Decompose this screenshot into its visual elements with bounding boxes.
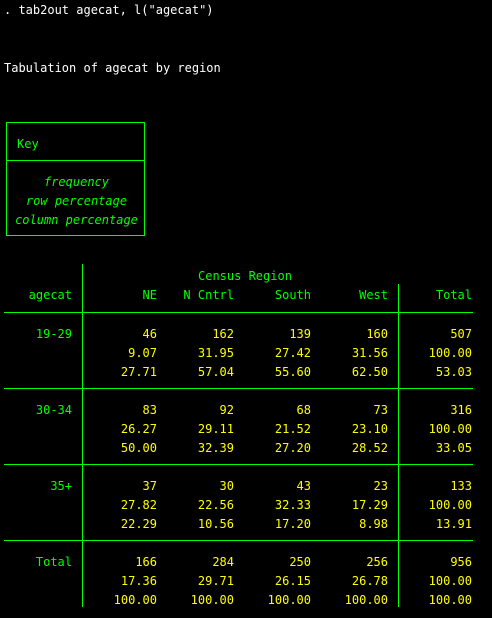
- table-cell: 32.39: [197, 441, 234, 455]
- row-variable-header: agecat: [28, 288, 72, 302]
- table-cell: 26.15: [274, 574, 311, 588]
- tabulation-heading: Tabulation of agecat by region: [4, 61, 221, 75]
- table-cell: 10.56: [197, 517, 234, 531]
- table-cell: 26.27: [120, 422, 157, 436]
- table-cell: 46: [142, 327, 157, 341]
- table-cell: 55.60: [274, 365, 311, 379]
- table-cell: 9.07: [128, 346, 157, 360]
- table-cell: 133: [450, 479, 472, 493]
- table-cell: 29.11: [197, 422, 234, 436]
- table-cell: 100.00: [113, 593, 157, 607]
- table-cell: 100.00: [428, 422, 472, 436]
- table-cell: 100.00: [428, 346, 472, 360]
- column-header-ne: NE: [142, 288, 157, 302]
- table-cell: 100.00: [190, 593, 234, 607]
- table-cell: 23: [373, 479, 388, 493]
- table-cell: 256: [366, 555, 388, 569]
- row-label: 30-34: [35, 403, 72, 417]
- key-divider: [7, 160, 144, 161]
- key-line-row-percentage: row percentage: [25, 194, 128, 208]
- table-cell: 21.52: [274, 422, 311, 436]
- column-header-south: South: [274, 288, 311, 302]
- total-column-divider: [398, 284, 399, 607]
- table-cell: 166: [135, 555, 157, 569]
- table-cell: 27.42: [274, 346, 311, 360]
- table-cell: 100.00: [428, 498, 472, 512]
- table-cell: 162: [212, 327, 234, 341]
- table-cell: 27.20: [274, 441, 311, 455]
- table-cell: 33.05: [435, 441, 472, 455]
- table-cell: 29.71: [197, 574, 234, 588]
- table-cell: 100.00: [267, 593, 311, 607]
- table-cell: 956: [450, 555, 472, 569]
- table-cell: 100.00: [428, 574, 472, 588]
- table-cell: 53.03: [435, 365, 472, 379]
- table-cell: 160: [366, 327, 388, 341]
- key-box: Key frequency row percentage column perc…: [6, 122, 145, 236]
- command-line: . tab2out agecat, l("agecat"): [4, 3, 214, 17]
- table-cell: 68: [296, 403, 311, 417]
- table-cell: 17.36: [120, 574, 157, 588]
- group-rule-2: [4, 464, 473, 465]
- key-line-column-percentage: column percentage: [15, 213, 138, 227]
- row-label-divider: [82, 264, 83, 607]
- table-cell: 13.91: [435, 517, 472, 531]
- table-cell: 22.56: [197, 498, 234, 512]
- table-cell: 73: [373, 403, 388, 417]
- column-header-west: West: [359, 288, 388, 302]
- table-cell: 17.20: [274, 517, 311, 531]
- table-cell: 284: [212, 555, 234, 569]
- table-cell: 8.98: [359, 517, 388, 531]
- table-cell: 43: [296, 479, 311, 493]
- table-cell: 507: [450, 327, 472, 341]
- key-title: Key: [17, 137, 39, 151]
- table-cell: 31.95: [197, 346, 234, 360]
- row-label: 19-29: [35, 327, 72, 341]
- table-cell: 100.00: [344, 593, 388, 607]
- table-cell: 250: [289, 555, 311, 569]
- total-rule: [4, 540, 473, 541]
- table-cell: 139: [289, 327, 311, 341]
- table-cell: 37: [142, 479, 157, 493]
- row-label: 35+: [50, 479, 72, 493]
- header-rule: [4, 312, 473, 313]
- table-cell: 27.82: [120, 498, 157, 512]
- table-cell: 50.00: [120, 441, 157, 455]
- table-cell: 30: [219, 479, 234, 493]
- row-label: Total: [35, 555, 72, 569]
- table-cell: 92: [219, 403, 234, 417]
- table-cell: 31.56: [351, 346, 388, 360]
- table-cell: 17.29: [351, 498, 388, 512]
- table-cell: 62.50: [351, 365, 388, 379]
- column-header-total: Total: [435, 288, 472, 302]
- table-cell: 22.29: [120, 517, 157, 531]
- table-cell: 83: [142, 403, 157, 417]
- column-header-n-cntrl: N Cntrl: [183, 288, 234, 302]
- table-cell: 28.52: [351, 441, 388, 455]
- table-cell: 26.78: [351, 574, 388, 588]
- table-cell: 100.00: [428, 593, 472, 607]
- key-line-frequency: frequency: [43, 175, 110, 189]
- super-header-census-region: Census Region: [198, 269, 292, 283]
- table-cell: 23.10: [351, 422, 388, 436]
- table-cell: 57.04: [197, 365, 234, 379]
- table-cell: 32.33: [274, 498, 311, 512]
- table-cell: 316: [450, 403, 472, 417]
- group-rule-1: [4, 388, 473, 389]
- table-cell: 27.71: [120, 365, 157, 379]
